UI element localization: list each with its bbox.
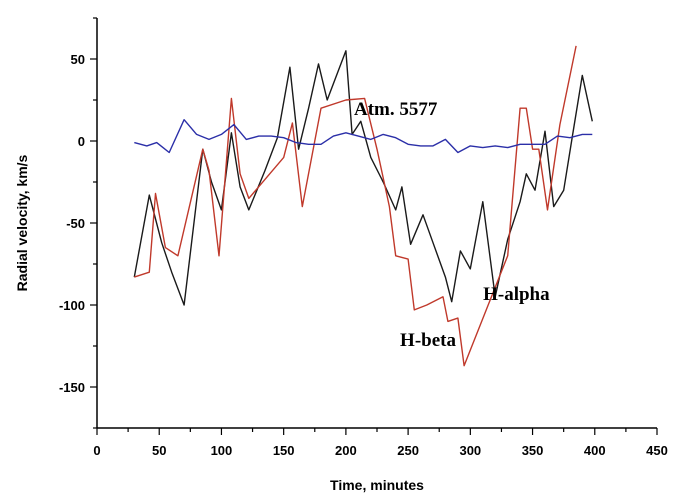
series-line-atm-5577 bbox=[134, 118, 593, 154]
axes bbox=[96, 18, 657, 429]
y-axis-title: Radial velocity, km/s bbox=[14, 154, 30, 291]
y-tick-label: -100 bbox=[59, 298, 85, 313]
x-tick-label: 350 bbox=[522, 443, 544, 458]
y-tick-label: -50 bbox=[66, 216, 85, 231]
series-lines bbox=[133, 45, 593, 367]
annotation-atm-5577: Atm. 5577 bbox=[354, 99, 438, 120]
x-tick-label: 300 bbox=[459, 443, 481, 458]
annotations: Atm. 5577 H-alpha H-beta bbox=[354, 99, 550, 351]
y-tick-label: 50 bbox=[71, 52, 85, 67]
x-axis-title: Time, minutes bbox=[330, 477, 424, 493]
x-tick-label: 100 bbox=[211, 443, 233, 458]
x-tick-label: 450 bbox=[646, 443, 668, 458]
y-tick-label: 0 bbox=[78, 134, 85, 149]
y-tick-label: -150 bbox=[59, 380, 85, 395]
annotation-h-beta: H-beta bbox=[400, 330, 456, 351]
series-line-h-alpha bbox=[133, 50, 593, 306]
x-tick-label: 400 bbox=[584, 443, 606, 458]
x-tick-label: 250 bbox=[397, 443, 419, 458]
series-line-h-beta bbox=[134, 45, 577, 367]
x-tick-label: 200 bbox=[335, 443, 357, 458]
ticks: 0 50 100 150 200 250 300 350 400 450 -150 -100 -50 0 5… bbox=[59, 17, 668, 458]
x-tick-label: 50 bbox=[152, 443, 166, 458]
x-tick-label: 0 bbox=[93, 443, 100, 458]
x-tick-label: 150 bbox=[273, 443, 295, 458]
annotation-h-alpha: H-alpha bbox=[483, 284, 550, 305]
